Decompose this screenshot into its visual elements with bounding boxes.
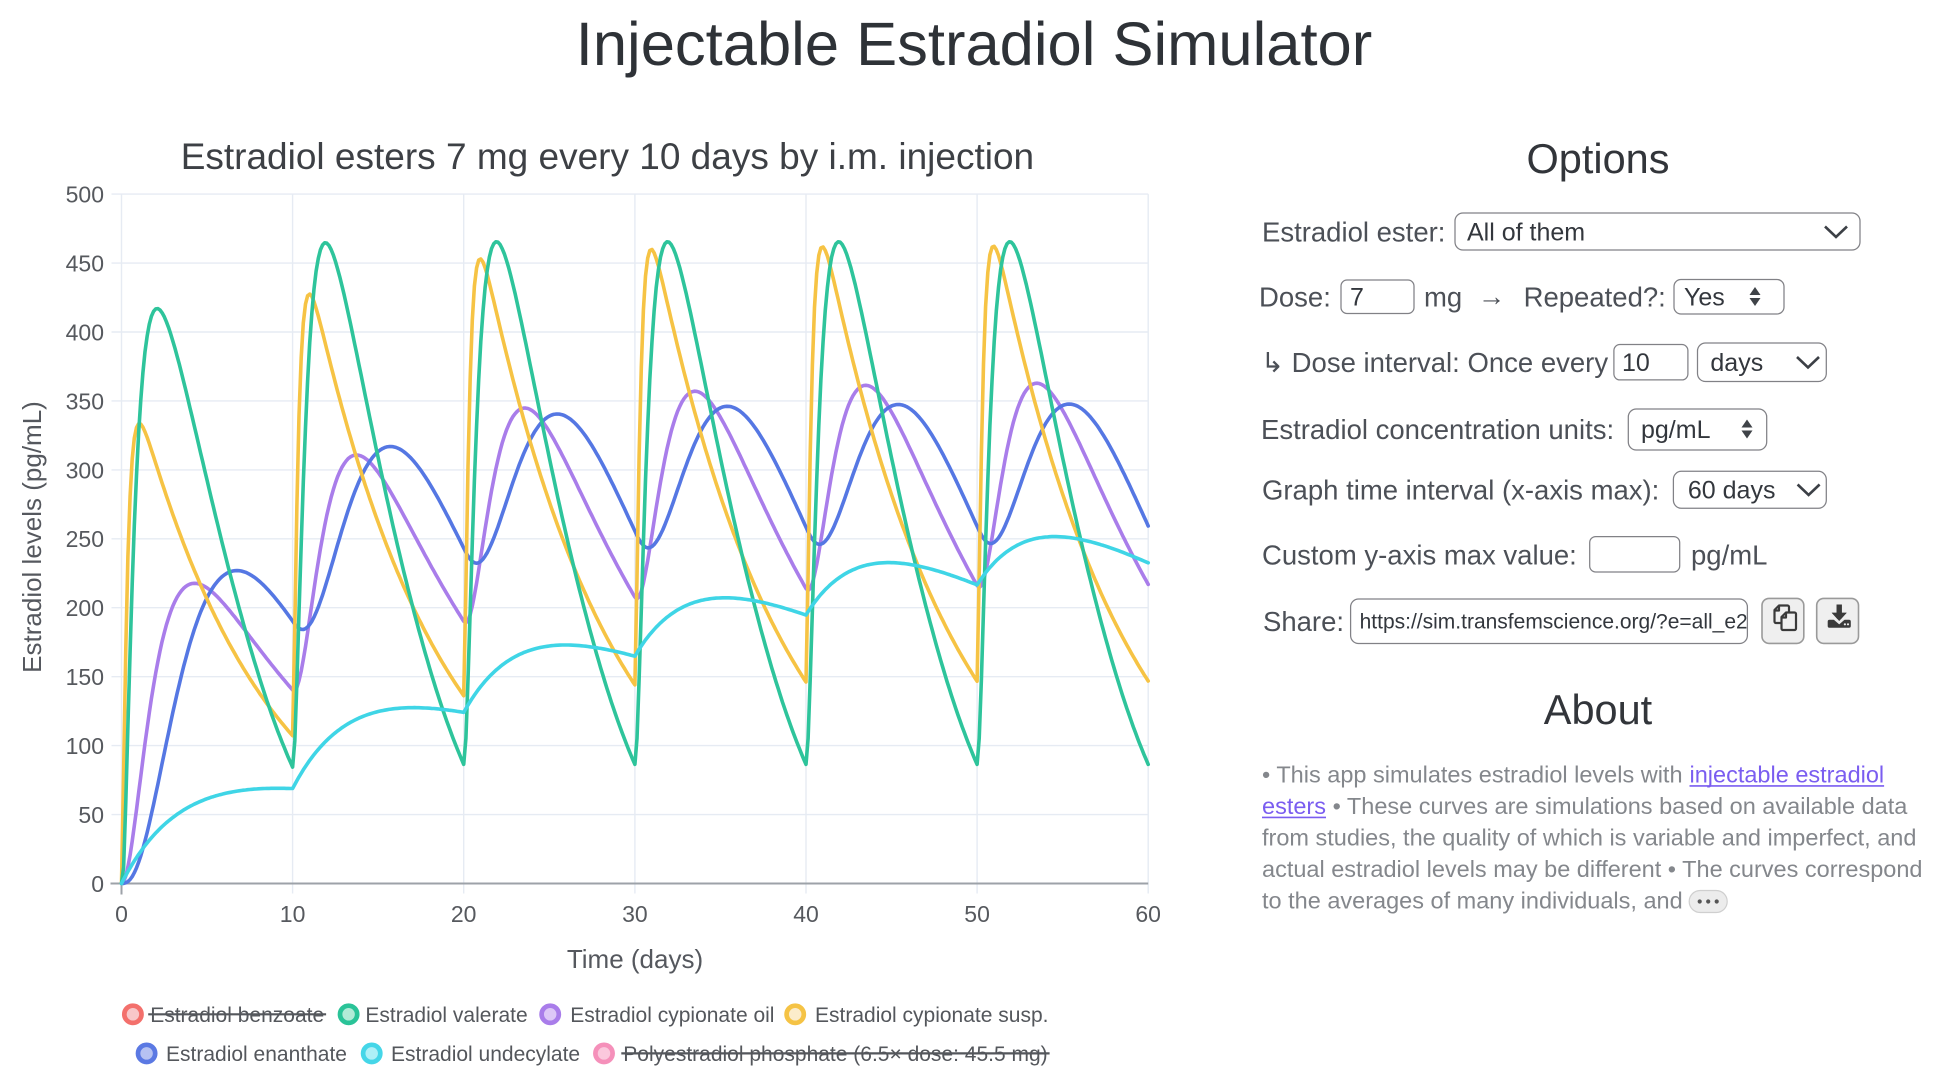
svg-text:Options: Options [1526, 135, 1669, 182]
svg-text:→: → [1478, 280, 1506, 311]
svg-text:0: 0 [91, 871, 104, 897]
svg-text:60: 60 [1135, 901, 1161, 927]
svg-text:Custom y-axis max value:: Custom y-axis max value: [1262, 539, 1577, 570]
svg-text:Graph time interval (x-axis ma: Graph time interval (x-axis max): [1262, 474, 1659, 505]
svg-text:60 days: 60 days [1688, 477, 1776, 505]
svg-text:About: About [1544, 686, 1653, 733]
svg-text:days: days [1710, 349, 1763, 377]
svg-text:• These curves are simulations: • These curves are simulations based on … [1333, 793, 1909, 819]
svg-text:Estradiol undecylate: Estradiol undecylate [391, 1043, 580, 1066]
svg-text:250: 250 [66, 526, 104, 552]
svg-text:100: 100 [66, 733, 104, 759]
svg-text:Repeated?:: Repeated?: [1524, 281, 1666, 312]
svg-text:actual estradiol levels may be: actual estradiol levels may be different… [1262, 856, 1922, 882]
svg-text:Time (days): Time (days) [567, 944, 703, 974]
svg-text:Estradiol enanthate: Estradiol enanthate [166, 1043, 347, 1066]
svg-text:↳ Dose interval: Once every: ↳ Dose interval: Once every [1261, 347, 1608, 378]
svg-text:from studies, the quality of w: from studies, the quality of which is va… [1262, 824, 1916, 850]
svg-text:Estradiol benzoate: Estradiol benzoate [150, 1004, 324, 1027]
svg-text:40: 40 [793, 901, 819, 927]
svg-text:7: 7 [1350, 284, 1364, 312]
svg-text:pg/mL: pg/mL [1691, 539, 1767, 570]
svg-text:All of them: All of them [1467, 219, 1585, 247]
svg-text:150: 150 [66, 664, 104, 690]
svg-text:20: 20 [451, 901, 477, 927]
svg-text:200: 200 [66, 595, 104, 621]
svg-text:300: 300 [66, 457, 104, 483]
svg-text:Share:: Share: [1263, 606, 1344, 637]
svg-text:Estradiol ester:: Estradiol ester: [1262, 216, 1445, 247]
svg-text:450: 450 [66, 251, 104, 277]
svg-text:• This app simulates estradiol: • This app simulates estradiol levels wi… [1262, 761, 1683, 787]
svg-text:mg: mg [1424, 281, 1462, 312]
svg-text:30: 30 [622, 901, 648, 927]
svg-text:350: 350 [66, 388, 104, 414]
svg-text:Estradiol cypionate susp.: Estradiol cypionate susp. [815, 1004, 1048, 1027]
svg-text:0: 0 [115, 901, 128, 927]
svg-text:injectable estradiol: injectable estradiol [1690, 761, 1885, 787]
svg-text:50: 50 [78, 802, 104, 828]
svg-text:Estradiol esters 7 mg every 10: Estradiol esters 7 mg every 10 days by i… [181, 136, 1034, 177]
svg-text:50: 50 [964, 901, 990, 927]
svg-text:Yes: Yes [1684, 284, 1725, 312]
svg-text:Injectable Estradiol Simulator: Injectable Estradiol Simulator [576, 10, 1372, 79]
svg-text:Dose:: Dose: [1259, 281, 1331, 312]
svg-text:400: 400 [66, 319, 104, 345]
svg-text:10: 10 [1622, 349, 1650, 377]
svg-text:Estradiol cypionate oil: Estradiol cypionate oil [570, 1004, 774, 1027]
svg-text:esters: esters [1262, 793, 1326, 819]
svg-text:pg/mL: pg/mL [1641, 416, 1711, 444]
svg-text:Estradiol concentration units:: Estradiol concentration units: [1261, 414, 1614, 445]
svg-text:Estradiol valerate: Estradiol valerate [365, 1004, 527, 1027]
svg-text:500: 500 [66, 182, 104, 208]
svg-text:Estradiol levels (pg/mL): Estradiol levels (pg/mL) [17, 401, 47, 673]
svg-text:https://sim.transfemscience.or: https://sim.transfemscience.org/?e=all_e… [1360, 610, 1748, 633]
svg-text:to the averages of many indivi: to the averages of many individuals, and [1262, 887, 1683, 913]
svg-text:10: 10 [280, 901, 306, 927]
